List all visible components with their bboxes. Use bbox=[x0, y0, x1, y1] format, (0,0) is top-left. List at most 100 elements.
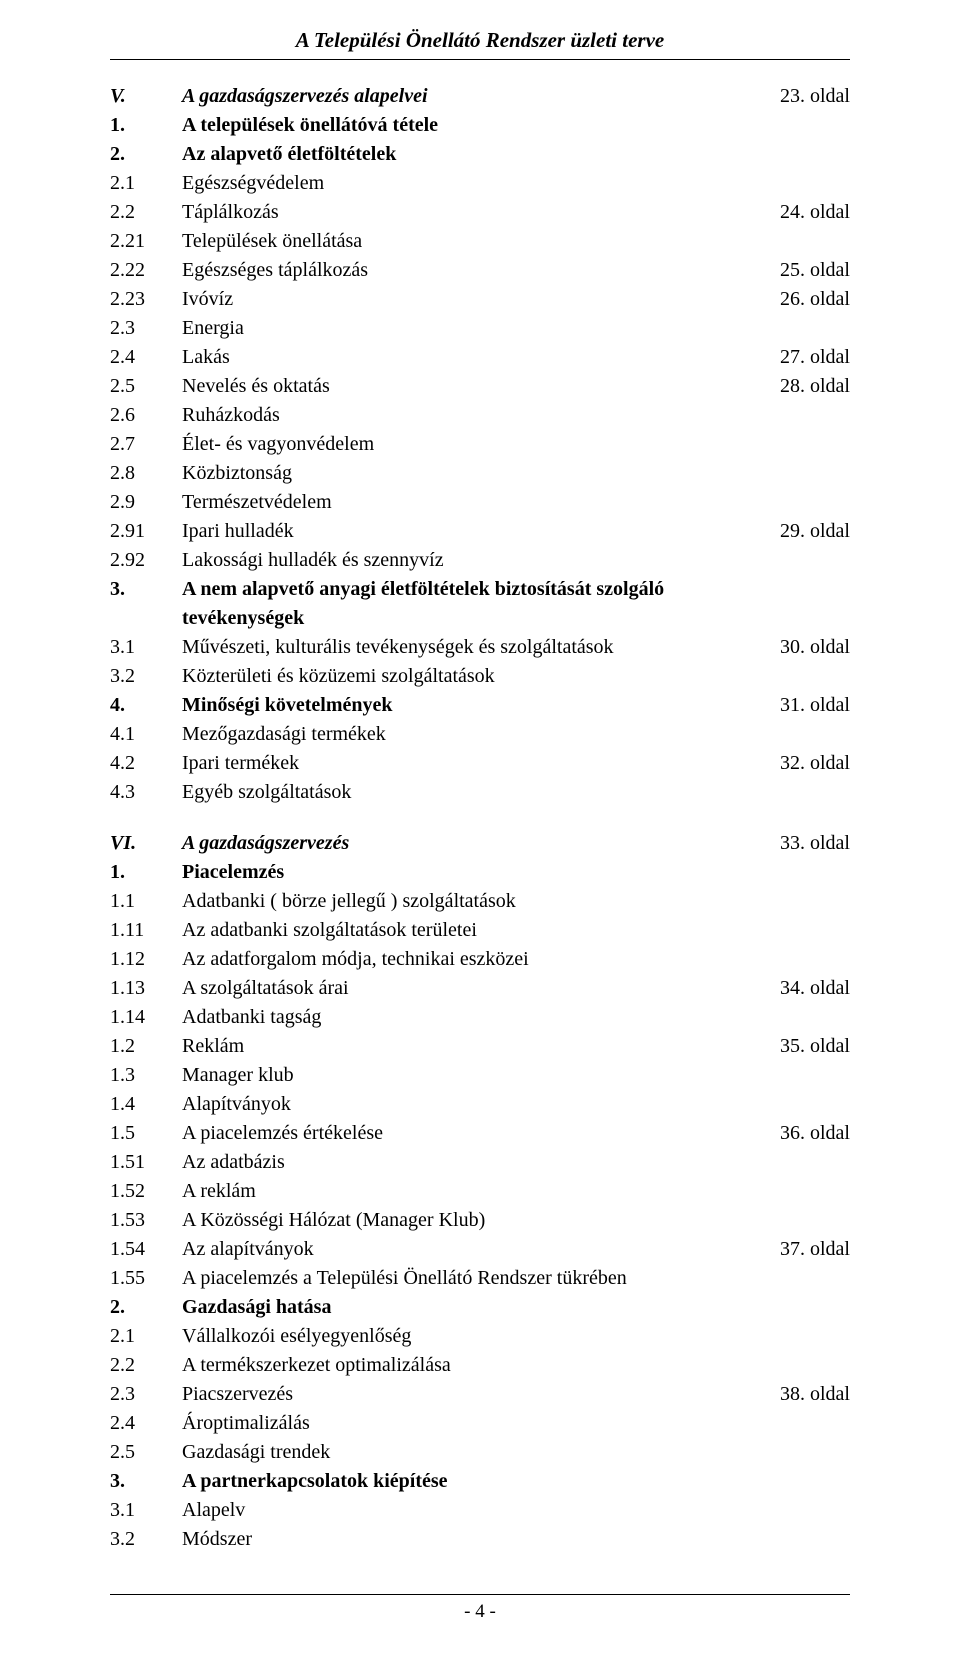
toc-entry-number: 1.11 bbox=[110, 916, 182, 945]
toc-row: 1.51Az adatbázis bbox=[110, 1148, 850, 1177]
toc-entry-number: 2.2 bbox=[110, 198, 182, 227]
toc-entry-number: 1.5 bbox=[110, 1119, 182, 1148]
toc-entry-title: Az adatforgalom módja, technikai eszköze… bbox=[182, 945, 755, 974]
toc-entry-number: 2.4 bbox=[110, 1409, 182, 1438]
toc-entry-number: 1.2 bbox=[110, 1032, 182, 1061]
toc-entry-title: A gazdaságszervezés bbox=[182, 829, 755, 858]
toc-entry-page: 38. oldal bbox=[755, 1380, 850, 1409]
toc-entry-page: 26. oldal bbox=[755, 285, 850, 314]
toc-entry-number: 2.5 bbox=[110, 372, 182, 401]
toc-entry-number: 3.2 bbox=[110, 1525, 182, 1554]
toc-entry-number: 1. bbox=[110, 858, 182, 887]
toc-entry-title: Lakás bbox=[182, 343, 755, 372]
toc-entry-title: Élet- és vagyonvédelem bbox=[182, 430, 755, 459]
toc-entry-number: 2.3 bbox=[110, 314, 182, 343]
toc-entry-title: Közterületi és közüzemi szolgáltatások bbox=[182, 662, 755, 691]
toc-row: 3.A partnerkapcsolatok kiépítése bbox=[110, 1467, 850, 1496]
toc-entry-title: Minőségi követelmények bbox=[182, 691, 755, 720]
toc-entry-title: Az adatbázis bbox=[182, 1148, 755, 1177]
toc-entry-title: Természetvédelem bbox=[182, 488, 755, 517]
toc-row: 3.2Közterületi és közüzemi szolgáltatáso… bbox=[110, 662, 850, 691]
toc-entry-title: Reklám bbox=[182, 1032, 755, 1061]
toc-entry-title: Mezőgazdasági termékek bbox=[182, 720, 755, 749]
toc-row: 1.3Manager klub bbox=[110, 1061, 850, 1090]
toc-entry-number: 1.55 bbox=[110, 1264, 182, 1293]
toc-entry-number: 2. bbox=[110, 140, 182, 169]
toc-entry-title: Adatbanki ( börze jellegű ) szolgáltatás… bbox=[182, 887, 755, 916]
toc-entry-number: 1.14 bbox=[110, 1003, 182, 1032]
footer-rule bbox=[110, 1594, 850, 1595]
toc-row: 3.2Módszer bbox=[110, 1525, 850, 1554]
toc-entry-title: A gazdaságszervezés alapelvei bbox=[182, 82, 755, 111]
toc-entry-page: 24. oldal bbox=[755, 198, 850, 227]
toc-entry-number: 4.2 bbox=[110, 749, 182, 778]
toc-entry-title: Települések önellátása bbox=[182, 227, 755, 256]
toc-entry-title: Piacszervezés bbox=[182, 1380, 755, 1409]
toc-entry-number: 2.91 bbox=[110, 517, 182, 546]
toc-entry-number: 2.22 bbox=[110, 256, 182, 285]
toc-row: 1.2Reklám35. oldal bbox=[110, 1032, 850, 1061]
toc-entry-number: 1.3 bbox=[110, 1061, 182, 1090]
toc-row: 3.A nem alapvető anyagi életföltételek b… bbox=[110, 575, 850, 633]
toc-entry-number: V. bbox=[110, 82, 182, 111]
toc-entry-number: 4.3 bbox=[110, 778, 182, 807]
toc-entry-number: 2. bbox=[110, 1293, 182, 1322]
toc-entry-title: A reklám bbox=[182, 1177, 755, 1206]
toc-row: 1.12Az adatforgalom módja, technikai esz… bbox=[110, 945, 850, 974]
toc-entry-number: 2.8 bbox=[110, 459, 182, 488]
toc-entry-number: 4.1 bbox=[110, 720, 182, 749]
toc-entry-number: 1.51 bbox=[110, 1148, 182, 1177]
toc-row: 2.3Piacszervezés38. oldal bbox=[110, 1380, 850, 1409]
toc-row: 2.7Élet- és vagyonvédelem bbox=[110, 430, 850, 459]
toc-row: 2.8Közbiztonság bbox=[110, 459, 850, 488]
toc-entry-title: Gazdasági trendek bbox=[182, 1438, 755, 1467]
toc-row: VI.A gazdaságszervezés33. oldal bbox=[110, 829, 850, 858]
toc-entry-number: 3.1 bbox=[110, 1496, 182, 1525]
toc-entry-number: 1.52 bbox=[110, 1177, 182, 1206]
toc-entry-title: Az adatbanki szolgáltatások területei bbox=[182, 916, 755, 945]
toc-entry-title: A piacelemzés a Települési Önellátó Rend… bbox=[182, 1264, 755, 1293]
toc-row: 1.A települések önellátóvá tétele bbox=[110, 111, 850, 140]
toc-entry-title: A partnerkapcsolatok kiépítése bbox=[182, 1467, 755, 1496]
toc-entry-title: Módszer bbox=[182, 1525, 755, 1554]
toc-entry-number: 3.1 bbox=[110, 633, 182, 662]
toc-row: 2.5Nevelés és oktatás28. oldal bbox=[110, 372, 850, 401]
toc-row: 2.Gazdasági hatása bbox=[110, 1293, 850, 1322]
toc-row: 2.1Egészségvédelem bbox=[110, 169, 850, 198]
toc-entry-page: 30. oldal bbox=[755, 633, 850, 662]
toc-row: 2.6Ruházkodás bbox=[110, 401, 850, 430]
toc-entry-title: Vállalkozói esélyegyenlőség bbox=[182, 1322, 755, 1351]
toc-entry-number: 2.2 bbox=[110, 1351, 182, 1380]
toc-entry-number: 3. bbox=[110, 1467, 182, 1496]
toc-row: 4.3Egyéb szolgáltatások bbox=[110, 778, 850, 807]
toc-entry-title: Ipari hulladék bbox=[182, 517, 755, 546]
toc-entry-title: A Közösségi Hálózat (Manager Klub) bbox=[182, 1206, 755, 1235]
table-of-contents: V.A gazdaságszervezés alapelvei23. oldal… bbox=[110, 82, 850, 1554]
toc-entry-number: 4. bbox=[110, 691, 182, 720]
toc-entry-page: 31. oldal bbox=[755, 691, 850, 720]
toc-entry-number: 2.5 bbox=[110, 1438, 182, 1467]
toc-entry-title: Nevelés és oktatás bbox=[182, 372, 755, 401]
toc-row: 2.1Vállalkozói esélyegyenlőség bbox=[110, 1322, 850, 1351]
page-footer: - 4 - bbox=[110, 1594, 850, 1623]
toc-entry-page: 27. oldal bbox=[755, 343, 850, 372]
toc-row: 2.4Lakás27. oldal bbox=[110, 343, 850, 372]
toc-row: 1.52A reklám bbox=[110, 1177, 850, 1206]
toc-row: 2.92Lakossági hulladék és szennyvíz bbox=[110, 546, 850, 575]
toc-row: 2.2A termékszerkezet optimalizálása bbox=[110, 1351, 850, 1380]
toc-entry-title: Ruházkodás bbox=[182, 401, 755, 430]
toc-entry-page: 36. oldal bbox=[755, 1119, 850, 1148]
toc-row: 1.11Az adatbanki szolgáltatások területe… bbox=[110, 916, 850, 945]
section-gap bbox=[110, 807, 850, 829]
toc-entry-title: Energia bbox=[182, 314, 755, 343]
toc-row: 1.4Alapítványok bbox=[110, 1090, 850, 1119]
toc-entry-number: 1.4 bbox=[110, 1090, 182, 1119]
toc-entry-page: 23. oldal bbox=[755, 82, 850, 111]
toc-row: 2.23Ivóvíz26. oldal bbox=[110, 285, 850, 314]
toc-entry-number: 1.53 bbox=[110, 1206, 182, 1235]
toc-entry-number: 1.1 bbox=[110, 887, 182, 916]
toc-entry-title: A szolgáltatások árai bbox=[182, 974, 755, 1003]
toc-entry-number: 1. bbox=[110, 111, 182, 140]
toc-entry-title: Alapítványok bbox=[182, 1090, 755, 1119]
toc-row: 1.5A piacelemzés értékelése36. oldal bbox=[110, 1119, 850, 1148]
